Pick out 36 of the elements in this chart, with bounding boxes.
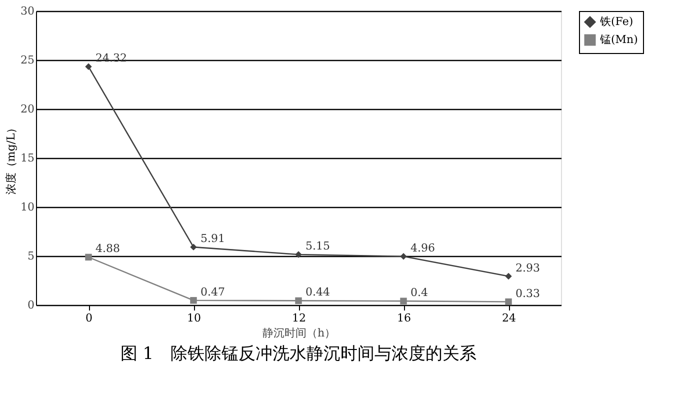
point xyxy=(505,298,512,306)
y-tick-label: 0 xyxy=(28,298,34,312)
data-label: 4.88 xyxy=(96,242,120,256)
data-label: 4.96 xyxy=(410,241,435,254)
data-label: 0.44 xyxy=(306,286,330,299)
data-label: 5.91 xyxy=(200,232,225,246)
point xyxy=(85,254,92,261)
y-tick-label: 20 xyxy=(20,102,34,116)
y-tick-label: 15 xyxy=(20,152,34,164)
y-tick-label: 5 xyxy=(28,250,34,262)
point xyxy=(190,244,197,250)
data-label: 5.15 xyxy=(306,240,330,253)
y-axis-title: 浓度（mg/L） xyxy=(4,122,18,195)
x-tick-label: 24 xyxy=(502,312,516,324)
data-label: 2.93 xyxy=(516,261,540,274)
x-tick-label: 10 xyxy=(187,312,201,324)
y-tick-label: 30 xyxy=(20,4,34,18)
point xyxy=(400,298,407,304)
legend-label: 锰(Mn) xyxy=(599,33,638,46)
point xyxy=(190,297,197,304)
point xyxy=(85,63,92,70)
point xyxy=(295,251,302,258)
y-tick-label: 25 xyxy=(20,54,34,66)
y-tick-label: 10 xyxy=(20,200,34,214)
legend-label: 铁(Fe) xyxy=(599,15,634,28)
point xyxy=(505,272,512,280)
x-tick-label: 16 xyxy=(397,312,411,324)
x-axis-title: 静沉时间（h） xyxy=(262,326,336,340)
x-tick-label: 12 xyxy=(292,312,306,324)
data-label: 0.4 xyxy=(410,286,428,300)
data-label: 0.33 xyxy=(516,286,540,300)
x-tick-label: 0 xyxy=(86,312,92,324)
text: 图 1 除铁除锰反冲洗水静沉时间与浓度的关系 xyxy=(120,344,477,364)
data-label: 0.47 xyxy=(200,285,225,298)
point xyxy=(400,253,407,260)
point xyxy=(295,297,302,304)
